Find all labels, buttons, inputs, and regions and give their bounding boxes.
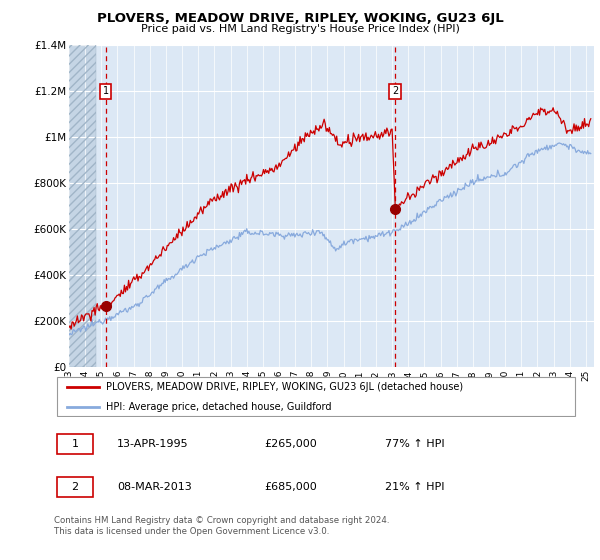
Text: PLOVERS, MEADOW DRIVE, RIPLEY, WOKING, GU23 6JL: PLOVERS, MEADOW DRIVE, RIPLEY, WOKING, G…: [97, 12, 503, 25]
Text: 08-MAR-2013: 08-MAR-2013: [117, 482, 192, 492]
Text: 2: 2: [71, 482, 79, 492]
Text: 13-APR-1995: 13-APR-1995: [117, 439, 188, 449]
Text: 77% ↑ HPI: 77% ↑ HPI: [385, 439, 445, 449]
Text: HPI: Average price, detached house, Guildford: HPI: Average price, detached house, Guil…: [107, 402, 332, 412]
Text: 21% ↑ HPI: 21% ↑ HPI: [385, 482, 444, 492]
FancyBboxPatch shape: [56, 435, 94, 454]
Text: Contains HM Land Registry data © Crown copyright and database right 2024.
This d: Contains HM Land Registry data © Crown c…: [54, 516, 389, 536]
Bar: [69, 45, 97, 367]
Text: 1: 1: [71, 439, 79, 449]
Text: 1: 1: [103, 86, 109, 96]
Text: £265,000: £265,000: [264, 439, 317, 449]
Text: Price paid vs. HM Land Registry's House Price Index (HPI): Price paid vs. HM Land Registry's House …: [140, 24, 460, 34]
Bar: [69, 45, 97, 367]
Text: £685,000: £685,000: [264, 482, 317, 492]
Text: PLOVERS, MEADOW DRIVE, RIPLEY, WOKING, GU23 6JL (detached house): PLOVERS, MEADOW DRIVE, RIPLEY, WOKING, G…: [107, 382, 464, 392]
FancyBboxPatch shape: [56, 478, 94, 497]
Text: 2: 2: [392, 86, 398, 96]
FancyBboxPatch shape: [56, 377, 575, 416]
